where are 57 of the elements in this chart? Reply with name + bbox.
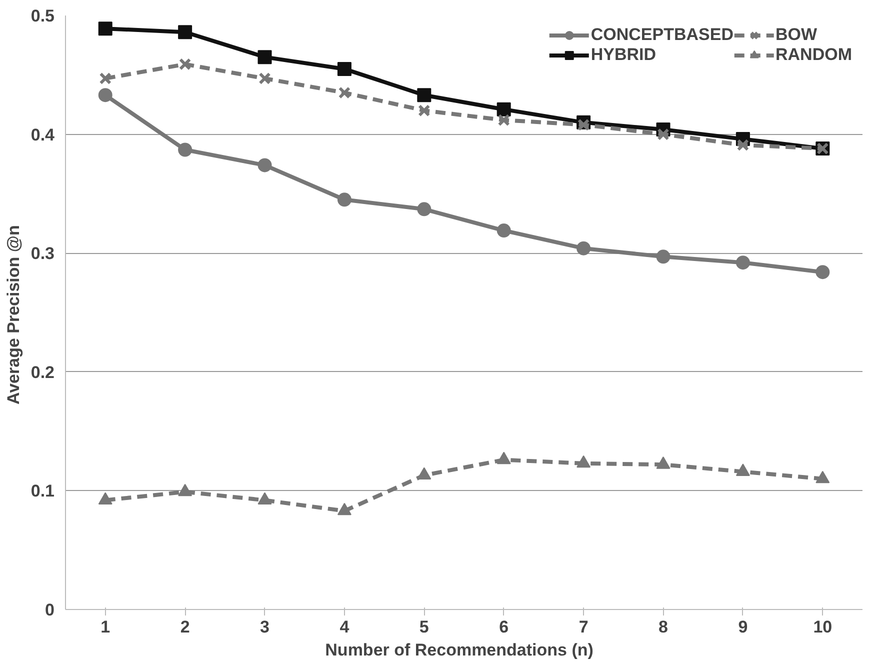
point [258, 158, 272, 172]
point [178, 58, 192, 70]
x-tick-label: 8 [658, 618, 668, 636]
point [338, 86, 351, 99]
x-tick-label: 10 [813, 618, 832, 636]
y-tick-label: 0.1 [30, 482, 55, 501]
x-tick-label: 6 [499, 618, 509, 636]
point [418, 104, 430, 117]
x-tick-label: 2 [180, 618, 190, 636]
point [498, 114, 510, 126]
point [258, 50, 272, 64]
point [816, 265, 830, 280]
x-tick-label: 9 [738, 618, 748, 636]
legend-label: RANDOM [776, 45, 852, 65]
point [98, 22, 112, 36]
legend-label: HYBRID [590, 45, 656, 65]
point [417, 88, 432, 102]
y-tick-label: 0.2 [30, 362, 55, 382]
legend-label: BOW [776, 25, 818, 45]
y-tick-label: 0.4 [30, 125, 56, 144]
point [337, 502, 352, 516]
point [657, 128, 670, 140]
point [258, 72, 271, 85]
point [258, 492, 272, 504]
x-tick-label: 1 [100, 618, 110, 636]
point [577, 118, 590, 131]
point [576, 241, 591, 256]
point [736, 256, 750, 270]
point [98, 88, 112, 102]
point [178, 25, 192, 40]
point [736, 464, 750, 476]
legend-label: CONCEPTBASED [590, 25, 734, 45]
point [576, 455, 591, 468]
x-tick-label: 5 [419, 618, 429, 636]
x-tick-label: 7 [578, 618, 588, 636]
point [178, 142, 192, 157]
y-axis-title: Average Precision @n [4, 225, 23, 405]
y-tick-label: 0.3 [30, 244, 55, 264]
point [816, 470, 830, 484]
point [178, 484, 192, 496]
point [417, 202, 432, 216]
x-tick-label: 4 [340, 618, 350, 636]
x-axis-title: Number of Recommendations (n) [325, 640, 594, 660]
point [99, 72, 112, 85]
point [337, 192, 352, 207]
point [98, 492, 112, 504]
y-tick-label: 0.5 [30, 6, 55, 26]
point [656, 250, 670, 264]
point [417, 467, 432, 480]
point [496, 102, 511, 116]
point [656, 456, 670, 469]
point [736, 138, 750, 152]
y-tick-label: 0 [45, 600, 55, 620]
point [496, 224, 511, 238]
point [337, 62, 352, 76]
point [496, 452, 511, 464]
x-tick-label: 3 [260, 618, 270, 636]
